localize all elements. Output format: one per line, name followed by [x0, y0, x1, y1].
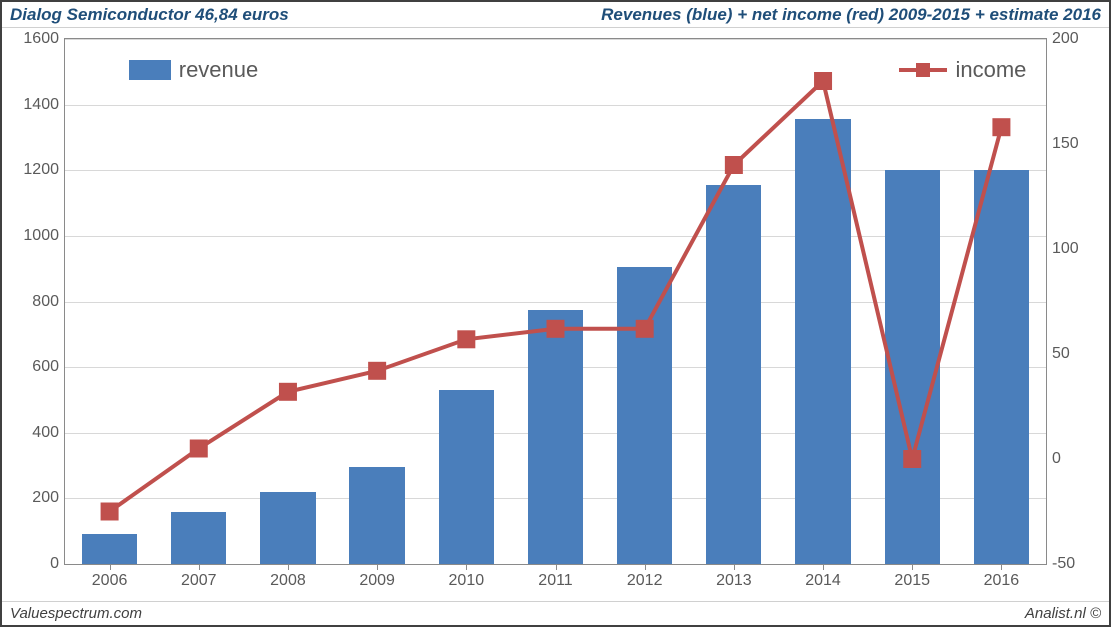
y-right-tick: 0: [1046, 450, 1061, 468]
line-marker: [637, 321, 653, 337]
legend-income-swatch: [899, 60, 947, 80]
y-left-tick: 0: [50, 555, 65, 573]
y-left-tick: 400: [32, 424, 65, 442]
footer-left: Valuespectrum.com: [10, 605, 142, 622]
line-marker: [548, 321, 564, 337]
line-marker: [904, 451, 920, 467]
y-left-tick: 1200: [23, 161, 65, 179]
title-left: Dialog Semiconductor 46,84 euros: [10, 5, 289, 25]
legend-income: income: [899, 57, 1026, 83]
legend-income-label: income: [955, 57, 1026, 83]
y-right-tick: -50: [1046, 555, 1075, 573]
y-left-tick: 800: [32, 293, 65, 311]
y-left-tick: 600: [32, 358, 65, 376]
y-right-tick: 100: [1046, 240, 1079, 258]
legend-revenue-label: revenue: [179, 57, 259, 83]
line-marker: [458, 331, 474, 347]
y-right-tick: 150: [1046, 135, 1079, 153]
header: Dialog Semiconductor 46,84 euros Revenue…: [2, 2, 1109, 28]
line-marker: [280, 384, 296, 400]
line-marker: [815, 73, 831, 89]
chart-frame: Dialog Semiconductor 46,84 euros Revenue…: [0, 0, 1111, 627]
y-left-tick: 1600: [23, 30, 65, 48]
title-right: Revenues (blue) + net income (red) 2009-…: [601, 5, 1101, 25]
y-left-tick: 1000: [23, 227, 65, 245]
line-series-layer: [65, 39, 1046, 564]
y-left-tick: 200: [32, 489, 65, 507]
line-marker: [191, 441, 207, 457]
y-right-tick: 50: [1046, 345, 1070, 363]
footer: Valuespectrum.com Analist.nl ©: [2, 601, 1109, 625]
footer-right: Analist.nl ©: [1025, 605, 1101, 622]
plot-area: revenue income 0200400600800100012001400…: [64, 38, 1047, 565]
line-marker: [726, 157, 742, 173]
line-path: [110, 81, 1002, 512]
legend-revenue-swatch: [129, 60, 171, 80]
chart-area: revenue income 0200400600800100012001400…: [6, 30, 1105, 599]
y-right-tick: 200: [1046, 30, 1079, 48]
line-marker: [993, 119, 1009, 135]
line-marker: [102, 504, 118, 520]
line-marker: [369, 363, 385, 379]
legend-revenue: revenue: [129, 57, 259, 83]
y-left-tick: 1400: [23, 96, 65, 114]
